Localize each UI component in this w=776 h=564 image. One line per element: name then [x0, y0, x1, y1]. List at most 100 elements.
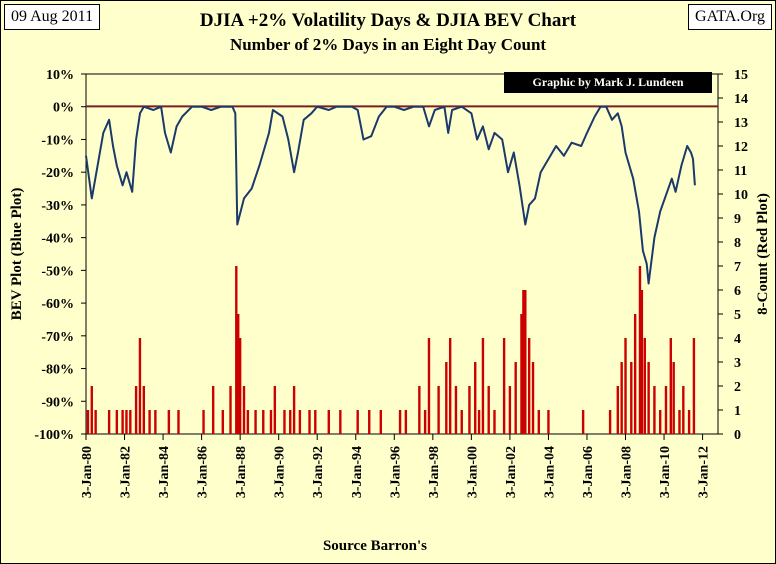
count-bar: [423, 410, 427, 434]
count-bar: [246, 410, 250, 434]
right-tick-label: 15: [734, 68, 748, 83]
count-bar: [211, 386, 215, 434]
y-axis-title-right: 8-Count (Red Plot): [755, 193, 771, 315]
x-axis-title: Source Barron's: [323, 538, 427, 554]
x-tick-label: 3-Jan-90: [273, 446, 288, 498]
count-bar: [235, 266, 238, 434]
right-tick-label: 4: [734, 332, 741, 347]
right-tick-label: 8: [734, 236, 741, 251]
count-bar: [468, 386, 471, 434]
count-bar: [624, 338, 627, 434]
count-bar: [664, 386, 668, 434]
x-tick-label: 3-Jan-98: [427, 446, 442, 498]
count-bar: [94, 410, 97, 434]
count-bar: [339, 410, 342, 434]
count-bar: [154, 410, 157, 434]
right-tick-label: 9: [734, 212, 741, 227]
x-tick-label: 3-Jan-06: [581, 446, 596, 498]
bev-line: [85, 105, 696, 285]
count-bar: [527, 338, 531, 434]
left-tick-label: -90%: [41, 395, 74, 410]
plot-area: [85, 73, 719, 435]
right-tick-label: 13: [734, 116, 748, 131]
x-tick-label: 3-Jan-94: [350, 446, 365, 498]
y-axis-title-left: BEV Plot (Blue Plot): [9, 188, 25, 321]
count-bar: [487, 386, 490, 434]
count-bar: [356, 410, 359, 434]
right-tick-label: 14: [734, 92, 748, 107]
count-bar: [254, 410, 257, 434]
count-bar: [269, 410, 273, 434]
right-tick-label: 11: [734, 164, 747, 179]
count-bar: [547, 410, 550, 434]
left-tick-label: -20%: [41, 166, 74, 181]
count-bar: [647, 362, 650, 434]
right-tick-label: 1: [734, 404, 741, 419]
right-tick-label: 6: [734, 284, 741, 299]
count-bar: [638, 266, 642, 434]
count-bar: [672, 362, 675, 434]
left-tick-label: 10%: [46, 68, 74, 83]
count-bar: [283, 410, 286, 434]
count-bar: [581, 410, 585, 434]
credit-label: Graphic by Mark J. Lundeen: [504, 72, 712, 93]
count-bar: [616, 386, 620, 434]
count-bar: [508, 386, 512, 434]
left-tick-label: 0%: [53, 101, 74, 116]
x-tick-label: 3-Jan-88: [234, 446, 249, 498]
right-tick-label: 7: [734, 260, 741, 275]
count-bar: [474, 362, 477, 434]
x-tick-label: 3-Jan-96: [388, 446, 403, 498]
count-bar: [238, 338, 242, 434]
count-bar: [454, 386, 458, 434]
count-bar: [148, 410, 151, 434]
count-bar: [514, 362, 517, 434]
x-tick-label: 3-Jan-82: [119, 446, 134, 498]
count-bar: [138, 338, 142, 434]
count-bar: [242, 386, 246, 434]
count-bar: [531, 362, 535, 434]
count-bar: [292, 386, 296, 434]
count-bar: [669, 338, 672, 434]
count-bar: [653, 386, 656, 434]
count-bar: [427, 338, 431, 434]
left-tick-label: -10%: [41, 133, 74, 148]
count-bar: [121, 410, 124, 434]
count-bar: [418, 386, 421, 434]
line-layer: [85, 105, 696, 285]
count-bar: [437, 386, 440, 434]
date-label: 09 Aug 2011: [4, 4, 101, 30]
count-bar: [640, 290, 644, 434]
axis-layer: 10% 0% -10% -20% -30% -40% -50% -60% -70% -80% -90…: [34, 68, 748, 498]
count-bar: [445, 362, 448, 434]
count-bar: [86, 410, 90, 434]
count-bar: [314, 410, 317, 434]
count-bar: [177, 410, 180, 434]
x-tick-label: 3-Jan-02: [504, 446, 519, 498]
chart-title: DJIA +2% Volatility Days & DJIA BEV Char…: [199, 10, 577, 31]
x-tick-label: 3-Jan-84: [157, 446, 172, 498]
x-tick-label: 3-Jan-10: [658, 446, 673, 498]
count-bar: [115, 410, 119, 434]
count-bar: [524, 290, 527, 434]
right-tick-label: 0: [734, 428, 741, 443]
chart-subtitle: Number of 2% Days in an Eight Day Count: [229, 35, 547, 54]
count-bar: [537, 410, 541, 434]
count-bar: [522, 290, 525, 434]
left-tick-label: -50%: [41, 264, 74, 279]
count-bar: [678, 410, 681, 434]
count-bar: [262, 410, 265, 434]
count-bar: [142, 386, 146, 434]
count-bar: [129, 410, 132, 434]
count-bar: [502, 338, 506, 434]
x-tick-label: 3-Jan-92: [311, 446, 326, 498]
count-bar: [682, 386, 685, 434]
count-bar: [379, 410, 383, 434]
count-bar: [643, 338, 646, 434]
right-tick-label: 5: [734, 308, 741, 323]
count-bar: [273, 386, 277, 434]
count-bar: [493, 410, 496, 434]
x-tick-label: 3-Jan-04: [542, 446, 557, 498]
count-bar: [229, 386, 232, 434]
